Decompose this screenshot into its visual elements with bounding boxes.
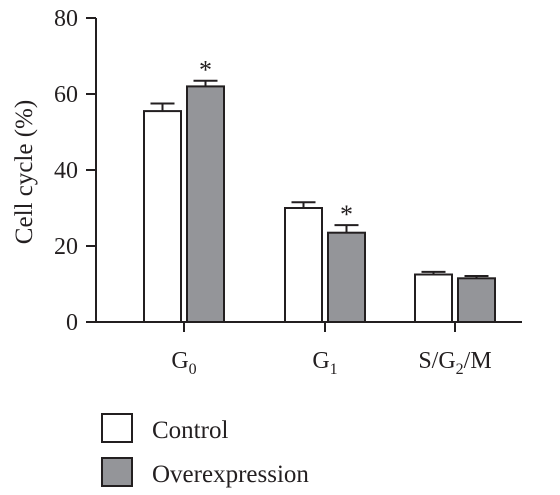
bars — [143, 79, 496, 324]
x-category-label: G0 — [171, 348, 196, 378]
legend-label-control: Control — [152, 417, 228, 444]
bar-overexpression — [327, 231, 366, 323]
x-category-label: S/G2/M — [418, 348, 491, 378]
labels: * G0 * G1 S/G2/M — [171, 56, 491, 378]
legend-swatch-control — [101, 413, 133, 443]
significance-marker: * — [199, 56, 212, 85]
y-tick-label: 40 — [54, 158, 78, 184]
bar-control — [143, 110, 182, 323]
bar-overexpression — [186, 85, 225, 324]
y-tick-label: 60 — [54, 82, 78, 108]
y-axis-title: Cell cycle (%) — [11, 100, 38, 244]
legend-swatch-overexpression — [101, 457, 133, 487]
legend-label-overexpression: Overexpression — [152, 461, 309, 488]
bar-control — [284, 207, 323, 323]
significance-marker: * — [340, 200, 353, 229]
legend: Control Overexpression — [101, 413, 309, 488]
y-tick-label: 20 — [54, 234, 78, 260]
bar-overexpression — [457, 277, 496, 323]
y-tick-label: 80 — [54, 6, 78, 32]
bar-control — [414, 273, 453, 323]
y-tick-label: 0 — [66, 310, 78, 336]
x-category-label: G1 — [312, 348, 337, 378]
